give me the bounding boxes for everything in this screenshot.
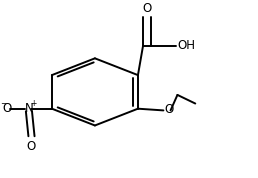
Text: O: O [142,2,151,15]
Text: O: O [27,140,36,153]
Text: +: + [30,99,37,108]
Text: N: N [25,102,33,115]
Text: O: O [3,102,12,115]
Text: OH: OH [178,39,196,52]
Text: −: − [0,99,6,108]
Text: O: O [165,103,174,116]
